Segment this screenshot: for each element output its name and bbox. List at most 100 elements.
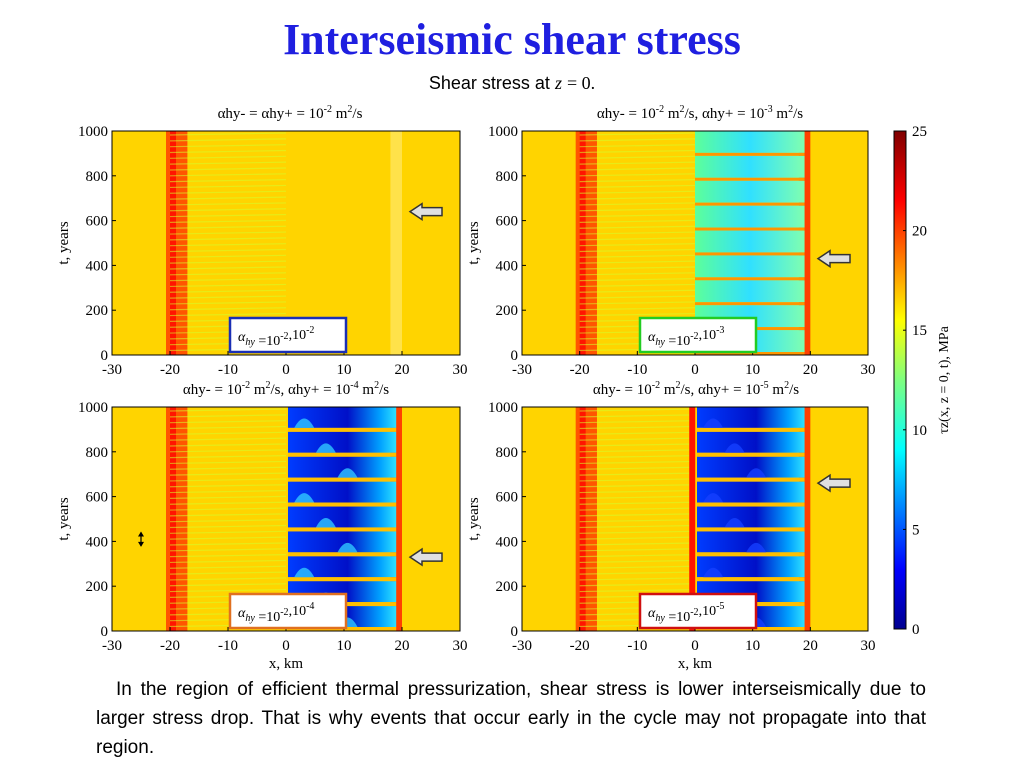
y-tick-label: 800 — [496, 445, 519, 461]
event-streak — [579, 501, 696, 505]
panel-1-title-text: αhy- = αhy+ = 10 — [217, 106, 324, 122]
event-streak — [169, 173, 287, 177]
recovery-strip — [695, 352, 805, 355]
y-tick-label: 1000 — [78, 124, 108, 140]
event-streak — [169, 460, 287, 465]
arrow-head-up — [138, 531, 144, 537]
right-band — [390, 131, 402, 355]
event-streak — [579, 513, 696, 517]
event-streak — [169, 225, 287, 229]
event-streak — [579, 554, 696, 558]
event-streak — [169, 437, 287, 441]
event-streak — [579, 225, 696, 229]
x-tick-label: -30 — [512, 638, 532, 654]
y-tick-label: 400 — [86, 258, 109, 274]
recovery-strip — [697, 452, 805, 457]
recovery-strip — [288, 427, 397, 432]
event-streak — [169, 501, 287, 505]
x-tick-label: 0 — [282, 638, 290, 654]
event-streak — [579, 583, 696, 587]
panel-3-title-text: αhy- = 10 — [182, 382, 242, 398]
event-streak — [169, 507, 287, 511]
event-streak — [169, 571, 287, 575]
y-tick-label: 200 — [86, 303, 109, 319]
event-streak — [579, 408, 696, 412]
event-streak — [169, 184, 287, 189]
stress-band-edge — [170, 131, 176, 355]
low-stress-band — [695, 205, 805, 228]
event-streak — [579, 295, 696, 299]
recovery-strip — [288, 502, 397, 507]
low-stress-band — [695, 180, 805, 203]
x-tick-label: 0 — [691, 638, 699, 654]
event-streak — [169, 559, 287, 564]
y-tick-label: 400 — [496, 534, 519, 550]
event-streak — [579, 460, 696, 465]
event-streak — [169, 295, 287, 299]
event-streak — [169, 266, 287, 270]
event-streak — [579, 179, 696, 183]
event-streak — [579, 213, 696, 218]
event-streak — [169, 565, 287, 569]
event-streak — [579, 524, 696, 529]
event-streak — [579, 548, 696, 552]
event-streak — [579, 184, 696, 189]
arrow-marker-icon — [816, 249, 851, 269]
event-streak — [169, 530, 287, 534]
event-streak — [169, 583, 287, 587]
low-stress-band — [288, 456, 397, 478]
low-stress-band — [695, 255, 805, 278]
event-streak — [579, 484, 696, 488]
panel-4-title-text: αhy- = 10 — [592, 382, 652, 398]
event-streak — [579, 437, 696, 441]
colorbar-tick-label: 5 — [912, 522, 920, 538]
event-arch — [315, 443, 336, 453]
event-streak — [169, 548, 287, 552]
y-tick-label: 600 — [86, 490, 109, 506]
x-tick-label: 0 — [282, 362, 290, 378]
event-streak — [169, 243, 287, 247]
recovery-strip — [695, 252, 805, 256]
panel-2-title: αhy- = 10-2 m2/s, αhy+ = 10-3 m2/s — [596, 104, 804, 122]
panel-4-title: αhy- = 10-2 m2/s, αhy+ = 10-5 m2/s — [592, 380, 800, 398]
panel-1: -30 -20 -10 0 10 20 30 0 200 400 600 800 1000 t, year… — [56, 124, 468, 378]
event-streak — [169, 307, 287, 311]
y-tick-label: 600 — [496, 214, 519, 230]
event-streak — [169, 260, 287, 264]
event-streak — [169, 472, 287, 476]
colorbar-tick-label: 25 — [912, 124, 927, 140]
event-arch — [746, 542, 767, 553]
event-streak — [579, 443, 696, 447]
event-streak — [169, 489, 287, 494]
recovery-strip — [695, 302, 805, 306]
x-tick-label: 20 — [803, 638, 818, 654]
event-streak — [579, 301, 696, 305]
y-tick-label: 1000 — [78, 400, 108, 416]
low-stress-band — [697, 431, 805, 453]
event-streak — [169, 202, 287, 206]
x-axis-label: x, km — [269, 656, 304, 672]
colorbar-tick-label: 20 — [912, 224, 927, 240]
recovery-strip — [697, 552, 805, 557]
event-streak — [169, 484, 287, 488]
y-axis-label: t, years — [466, 221, 482, 264]
event-streak — [169, 524, 287, 529]
event-streak — [169, 208, 287, 212]
y-tick-label: 200 — [496, 579, 519, 595]
recovery-strip — [288, 477, 397, 482]
event-streak — [579, 588, 696, 593]
x-tick-label: -10 — [218, 638, 238, 654]
panel-3-title: αhy- = 10-2 m2/s, αhy+ = 10-4 m2/s — [182, 380, 390, 398]
event-streak — [169, 588, 287, 593]
event-streak — [169, 449, 287, 453]
y-tick-label: 400 — [496, 258, 519, 274]
event-arch — [294, 567, 315, 578]
event-streak — [169, 237, 287, 241]
legend-box-text: αhy =10-2,10-3 — [648, 325, 724, 349]
colorbar-ramp — [893, 130, 907, 630]
subtitle-suffix: = 0. — [566, 73, 596, 93]
low-stress-band — [697, 556, 805, 578]
recovery-strip — [697, 502, 805, 507]
event-streak — [169, 513, 287, 517]
event-streak — [579, 472, 696, 476]
